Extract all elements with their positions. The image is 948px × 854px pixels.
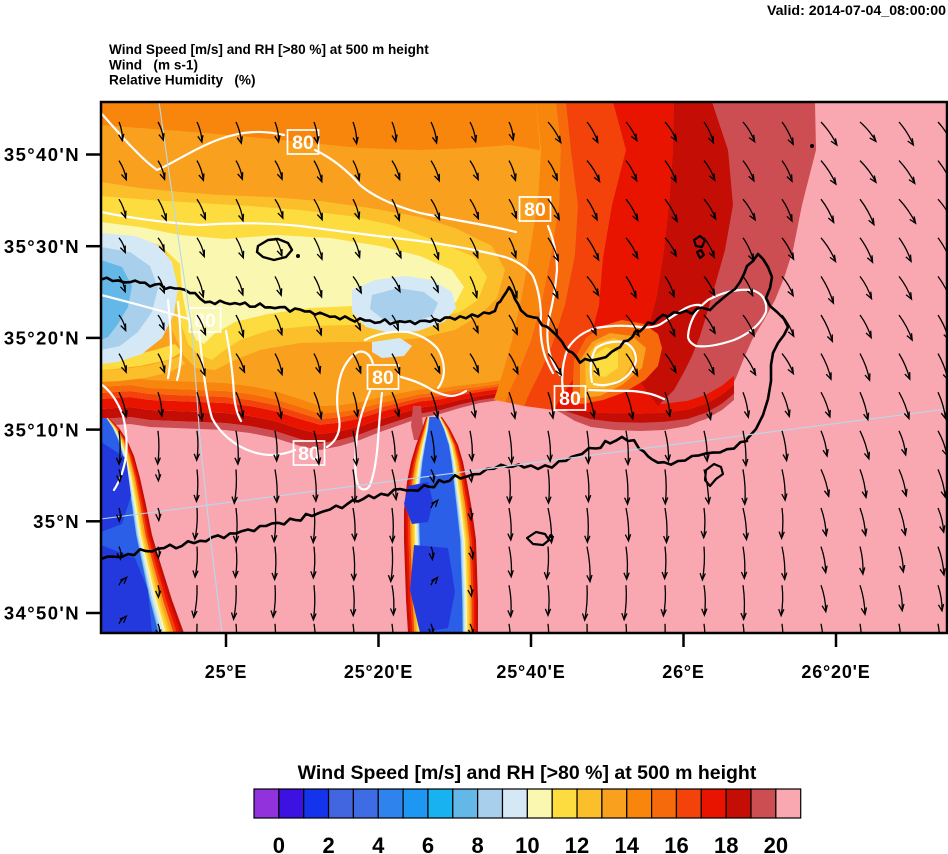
svg-text:80: 80 [559,388,581,410]
svg-text:Wind Speed [m/s] and RH [>80 %: Wind Speed [m/s] and RH [>80 %] at 500 m… [298,762,757,784]
svg-text:35°10'N: 35°10'N [4,419,80,440]
svg-text:20: 20 [764,833,788,854]
svg-text:34°50'N: 34°50'N [4,603,80,624]
svg-text:26°E: 26°E [662,662,704,682]
svg-text:26°20'E: 26°20'E [801,662,870,682]
svg-text:80: 80 [372,367,394,389]
svg-text:8: 8 [471,833,483,854]
svg-text:4: 4 [372,833,385,854]
svg-text:6: 6 [422,833,434,854]
svg-text:80: 80 [524,199,546,221]
svg-text:2: 2 [322,833,334,854]
svg-text:25°E: 25°E [205,662,247,682]
svg-text:35°N: 35°N [33,511,80,532]
svg-text:Wind Speed [m/s] and RH [>80 %: Wind Speed [m/s] and RH [>80 %] at 500 m… [109,42,429,57]
svg-text:80: 80 [292,132,314,154]
svg-text:80: 80 [194,310,216,332]
svg-text:Relative Humidity (%): Relative Humidity (%) [109,73,256,88]
svg-text:35°40'N: 35°40'N [4,144,80,165]
svg-text:0: 0 [273,833,285,854]
svg-text:10: 10 [515,833,539,854]
svg-text:14: 14 [615,833,640,854]
svg-text:Valid: 2014-07-04_08:00:00: Valid: 2014-07-04_08:00:00 [767,3,946,19]
svg-text:25°40'E: 25°40'E [496,662,565,682]
svg-text:18: 18 [714,833,738,854]
svg-text:80: 80 [298,443,320,465]
svg-text:35°30'N: 35°30'N [4,236,80,257]
svg-text:25°20'E: 25°20'E [344,662,413,682]
svg-text:35°20'N: 35°20'N [4,328,80,349]
svg-text:12: 12 [565,833,589,854]
svg-text:Wind (m s-1): Wind (m s-1) [109,58,198,73]
svg-text:16: 16 [664,833,688,854]
